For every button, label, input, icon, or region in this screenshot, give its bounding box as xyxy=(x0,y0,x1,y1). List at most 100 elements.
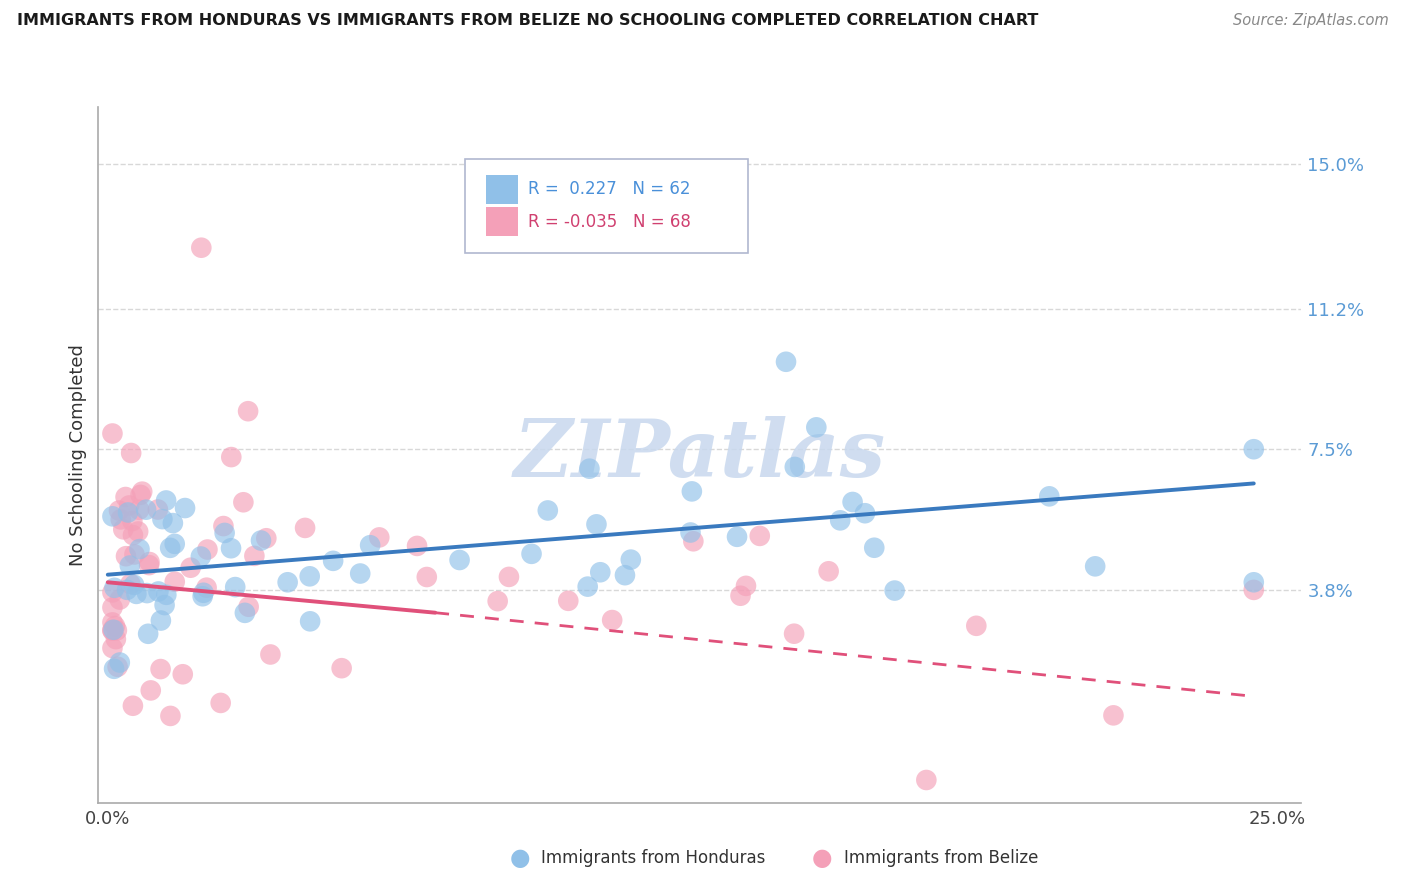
Point xyxy=(620,552,643,566)
Point xyxy=(841,495,863,509)
Point xyxy=(277,575,299,590)
Point xyxy=(159,541,181,555)
Point xyxy=(730,589,752,603)
Point xyxy=(486,594,509,608)
Point xyxy=(1243,582,1265,597)
Point xyxy=(129,488,152,502)
Point xyxy=(613,568,636,582)
Point xyxy=(138,558,160,573)
Point xyxy=(127,524,149,539)
Point xyxy=(195,581,218,595)
Point xyxy=(124,548,146,562)
Point xyxy=(1038,489,1060,503)
Point xyxy=(115,549,138,564)
Point xyxy=(576,580,599,594)
FancyBboxPatch shape xyxy=(485,207,517,236)
Point xyxy=(114,490,136,504)
Point xyxy=(600,613,623,627)
Point xyxy=(115,582,138,597)
Point xyxy=(233,606,256,620)
Text: Source: ZipAtlas.com: Source: ZipAtlas.com xyxy=(1233,13,1389,29)
Point xyxy=(557,594,579,608)
Point xyxy=(863,541,886,555)
Point xyxy=(190,241,212,255)
Point xyxy=(120,446,142,460)
Point xyxy=(537,503,560,517)
Point xyxy=(172,667,194,681)
Point xyxy=(232,495,254,509)
Point xyxy=(108,503,131,517)
Point xyxy=(152,512,174,526)
Point xyxy=(1102,708,1125,723)
Point xyxy=(259,648,281,662)
Point xyxy=(1243,575,1265,590)
Point xyxy=(162,516,184,530)
Point xyxy=(406,539,429,553)
Point xyxy=(679,525,702,540)
Point xyxy=(122,578,145,592)
Point xyxy=(153,598,176,612)
Point xyxy=(101,426,124,441)
Text: R = -0.035   N = 68: R = -0.035 N = 68 xyxy=(527,213,690,231)
Point xyxy=(214,525,236,540)
Y-axis label: No Schooling Completed: No Schooling Completed xyxy=(69,344,87,566)
Point xyxy=(915,772,938,787)
Point xyxy=(368,530,391,544)
Text: ●: ● xyxy=(510,847,530,870)
Point xyxy=(725,530,748,544)
Point xyxy=(120,577,142,591)
Point xyxy=(748,529,770,543)
Point xyxy=(104,632,127,647)
Point xyxy=(212,519,235,533)
Point xyxy=(236,404,259,418)
Point xyxy=(136,586,159,600)
Point xyxy=(103,581,125,595)
Point xyxy=(108,592,131,607)
Point xyxy=(883,583,905,598)
Point xyxy=(155,493,177,508)
Point xyxy=(110,512,132,526)
Point xyxy=(775,355,797,369)
Point xyxy=(128,542,150,557)
Point xyxy=(122,528,145,542)
Point xyxy=(578,461,600,475)
Point xyxy=(146,502,169,516)
Text: Immigrants from Honduras: Immigrants from Honduras xyxy=(541,849,766,867)
Point xyxy=(191,589,214,603)
Text: IMMIGRANTS FROM HONDURAS VS IMMIGRANTS FROM BELIZE NO SCHOOLING COMPLETED CORREL: IMMIGRANTS FROM HONDURAS VS IMMIGRANTS F… xyxy=(17,13,1038,29)
Point xyxy=(101,624,124,638)
Point xyxy=(139,683,162,698)
Text: ●: ● xyxy=(813,847,832,870)
Point xyxy=(238,599,260,614)
Point xyxy=(682,534,704,549)
Point xyxy=(131,484,153,499)
Point xyxy=(104,619,127,633)
Point xyxy=(330,661,353,675)
Point xyxy=(163,537,186,551)
Point xyxy=(221,450,243,464)
Point xyxy=(965,619,987,633)
Point xyxy=(197,542,219,557)
Point xyxy=(125,587,148,601)
Text: Immigrants from Belize: Immigrants from Belize xyxy=(844,849,1038,867)
Point xyxy=(112,522,135,536)
Point xyxy=(830,513,852,527)
Point xyxy=(449,553,471,567)
Point xyxy=(250,533,273,548)
Point xyxy=(138,555,160,569)
Point xyxy=(806,420,828,434)
Point xyxy=(118,558,141,573)
Point xyxy=(135,502,157,516)
Point xyxy=(817,564,839,578)
Point xyxy=(783,459,806,474)
Point xyxy=(219,541,242,556)
Point xyxy=(174,501,197,516)
Point xyxy=(148,584,170,599)
Point xyxy=(193,586,215,600)
Point xyxy=(101,623,124,637)
Point xyxy=(299,615,322,629)
Point xyxy=(209,696,232,710)
Point xyxy=(294,521,316,535)
Point xyxy=(520,547,543,561)
Point xyxy=(359,538,381,552)
